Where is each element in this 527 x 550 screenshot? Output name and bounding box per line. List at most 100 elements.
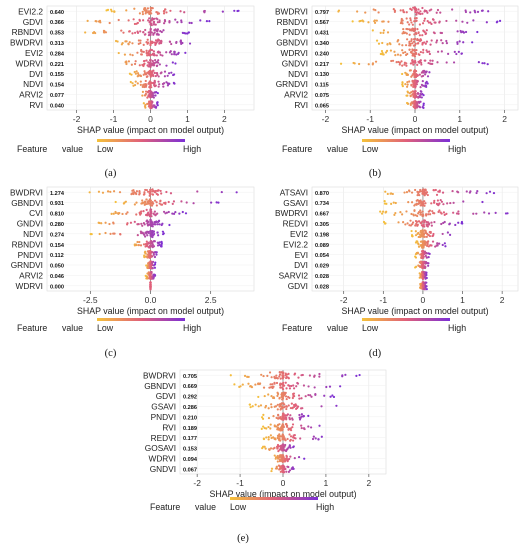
shap-dot [425, 260, 428, 264]
shap-dot [471, 41, 474, 44]
shap-dot [149, 286, 152, 289]
shap-dot [150, 215, 153, 218]
shap-dot [131, 54, 134, 57]
shap-dot [238, 385, 241, 389]
legend-high-label: High [448, 323, 466, 333]
shap-dot [473, 9, 476, 12]
shap-dot [142, 8, 146, 11]
shap-dot [215, 201, 218, 204]
shap-dot [134, 191, 137, 195]
shap-dot [385, 49, 389, 53]
shap-dot [149, 104, 152, 107]
importance-value: 0.198 [315, 232, 329, 238]
shap-dot [408, 48, 411, 51]
importance-value: 0.305 [315, 222, 329, 228]
shap-dot [437, 204, 440, 207]
shap-dot [167, 210, 170, 214]
feature-label: GBNDVI [11, 198, 43, 208]
shap-dot [392, 201, 395, 204]
shap-dot [161, 203, 164, 206]
shap-dot [386, 42, 389, 46]
shap-dot [146, 222, 149, 225]
shap-dot [276, 403, 279, 406]
shap-dot [148, 54, 151, 57]
shap-dot [419, 10, 422, 13]
shap-dot [393, 213, 396, 216]
shap-dot [409, 95, 412, 98]
shap-dot [149, 48, 152, 51]
shap-dot [268, 448, 271, 451]
shap-dot [114, 200, 117, 204]
shap-dot [441, 42, 444, 45]
shap-dot [162, 29, 165, 32]
shap-dot [423, 188, 426, 192]
shap-dot [155, 201, 158, 204]
shap-dot [421, 230, 425, 233]
shap-dot [125, 212, 128, 215]
importance-value: 0.353 [50, 31, 64, 37]
shap-dot [410, 233, 414, 237]
shap-dot [406, 94, 409, 97]
shap-dot [177, 51, 180, 54]
shap-dot [156, 21, 159, 24]
shap-dot [405, 64, 408, 67]
shap-dot [418, 190, 421, 193]
shap-dot [157, 38, 160, 41]
shap-dot [411, 74, 414, 77]
shap-dot [426, 50, 429, 54]
shap-dot [419, 229, 422, 233]
shap-dot [165, 51, 168, 54]
shap-dot [154, 223, 157, 226]
shap-dot [188, 42, 192, 45]
shap-dot [418, 272, 421, 275]
shap-dot [371, 29, 374, 32]
shap-dot [399, 211, 402, 214]
importance-value: 0.734 [315, 201, 330, 207]
shap-dot [121, 212, 124, 216]
shap-dot [144, 12, 147, 15]
shap-dot [276, 436, 279, 440]
shap-dot [437, 190, 440, 193]
feature-label: EVI [295, 250, 308, 260]
importance-value: 0.028 [315, 274, 329, 280]
shap-dot [86, 19, 89, 22]
shap-dot [300, 413, 304, 416]
shap-dot [282, 415, 285, 419]
shap-dot [199, 19, 202, 22]
shap-dot [125, 9, 128, 12]
shap-dot [118, 191, 122, 194]
shap-dot [274, 376, 277, 380]
shap-dot [165, 211, 169, 214]
shap-dot [483, 211, 486, 214]
shap-dot [277, 413, 280, 416]
shap-dot [292, 387, 296, 390]
shap-dot [421, 6, 424, 10]
shap-dot [408, 41, 411, 45]
shap-dot [101, 191, 105, 194]
shap-dot [413, 33, 416, 36]
shap-dot [90, 233, 93, 236]
shap-dot [162, 85, 165, 88]
shap-dot [261, 417, 265, 420]
shap-dot [414, 234, 418, 237]
shap-dot [416, 232, 419, 236]
shap-dot [145, 9, 148, 12]
x-tick-label: 2 [366, 478, 371, 488]
legend-feature-label: Feature [282, 144, 312, 154]
shap-dot [401, 72, 404, 76]
shap-dot [419, 50, 422, 54]
shap-dot [329, 395, 332, 398]
shap-dot [135, 243, 138, 247]
importance-value: 0.029 [315, 264, 329, 270]
shap-dot [307, 385, 310, 388]
shap-dot [142, 31, 145, 34]
shap-dot [458, 40, 461, 43]
shap-dot [401, 83, 404, 86]
shap-dot [406, 85, 409, 88]
feature-label: ARVI2 [19, 271, 43, 281]
shap-dot [416, 80, 419, 83]
shap-dot [164, 201, 167, 204]
shap-dot [171, 212, 174, 215]
shap-dot [402, 10, 405, 13]
feature-label: GDVI [156, 391, 176, 401]
